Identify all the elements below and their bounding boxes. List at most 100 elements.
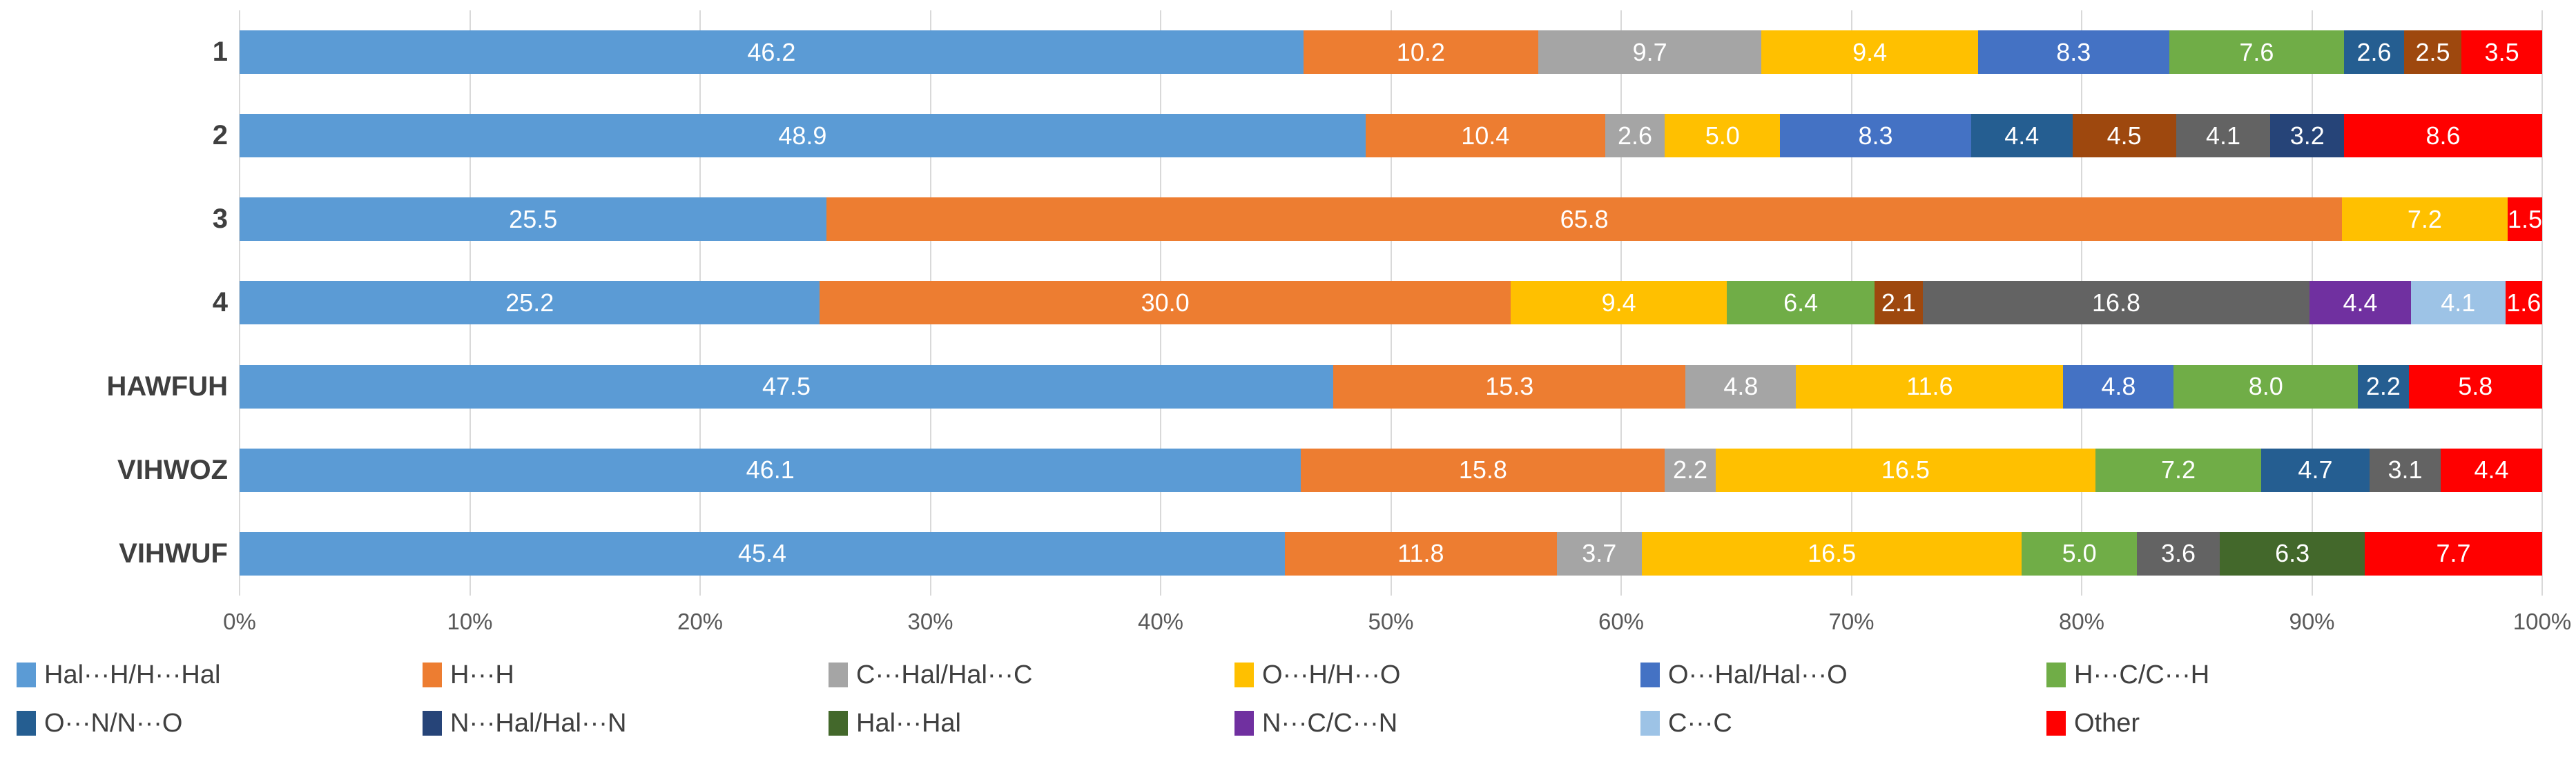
bar-segment[interactable]: 6.3	[2220, 531, 2365, 576]
bar-segment[interactable]: 6.4	[1727, 281, 1875, 325]
bar-segment[interactable]: 5.8	[2408, 364, 2542, 409]
segment-value-label: 4.8	[2101, 372, 2136, 401]
bar-segment[interactable]: 8.6	[2344, 114, 2542, 158]
bar-segment[interactable]: 2.2	[2358, 364, 2409, 409]
legend-item[interactable]: O···Hal/Hal···O	[1640, 656, 2046, 694]
bar-segment[interactable]: 15.8	[1301, 448, 1665, 492]
bar-segment[interactable]: 9.4	[1510, 281, 1727, 325]
x-axis-tick-label: 40%	[1137, 609, 1184, 634]
bar-segment[interactable]: 15.3	[1333, 364, 1686, 409]
bar-segment[interactable]: 5.0	[1665, 114, 1781, 158]
segment-value-label: 5.8	[2458, 372, 2493, 401]
segment-value-label: 11.6	[1906, 372, 1953, 401]
x-axis-tick-label: 70%	[1828, 609, 1875, 634]
bar-segment[interactable]: 10.2	[1303, 30, 1538, 75]
bar-segment[interactable]: 1.5	[2507, 197, 2542, 242]
bar-segment[interactable]: 7.6	[2169, 30, 2345, 75]
bar-segment[interactable]: 16.5	[1641, 531, 2022, 576]
legend-label: O···N/N···O	[44, 708, 183, 738]
bar-segment[interactable]: 8.3	[1977, 30, 2169, 75]
bar-segment[interactable]: 30.0	[820, 281, 1511, 325]
bar-segment[interactable]: 4.5	[2072, 114, 2176, 158]
legend-item[interactable]: N···C/C···N	[1234, 704, 1640, 743]
bar-segment[interactable]: 11.8	[1285, 531, 1557, 576]
bar-segment[interactable]: 9.4	[1761, 30, 1978, 75]
legend-item[interactable]: O···H/H···O	[1234, 656, 1640, 694]
bar-segment[interactable]: 2.1	[1874, 281, 1923, 325]
segment-value-label: 2.5	[2415, 37, 2450, 66]
segment-value-label: 3.1	[2388, 455, 2423, 484]
legend-item[interactable]: Other	[2046, 704, 2452, 743]
bar-segment[interactable]: 4.4	[1970, 114, 2073, 158]
legend-label: O···Hal/Hal···O	[1668, 660, 1848, 689]
bar-segment[interactable]: 3.7	[1556, 531, 1642, 576]
legend-item[interactable]: C···Hal/Hal···C	[829, 656, 1234, 694]
legend-item[interactable]: H···H	[423, 656, 829, 694]
category-label: 1	[212, 37, 228, 68]
bar-segment[interactable]: 45.4	[240, 531, 1286, 576]
segment-value-label: 30.0	[1141, 288, 1190, 317]
segment-value-label: 45.4	[738, 539, 787, 568]
x-axis-tick-label: 30%	[907, 609, 953, 634]
legend-item[interactable]: H···C/C···H	[2046, 656, 2452, 694]
bar-segment[interactable]: 1.6	[2505, 281, 2542, 325]
category-labels: 1 2 3 4 HAWFUH VIHWOZ VIHWUF	[0, 10, 228, 596]
legend-item[interactable]: O···N/N···O	[17, 704, 423, 743]
bar-segment[interactable]: 47.5	[240, 364, 1334, 409]
bar-segment[interactable]: 4.7	[2261, 448, 2370, 492]
legend-label: Other	[2074, 708, 2140, 738]
bar-segment[interactable]: 8.0	[2173, 364, 2359, 409]
bar-segment[interactable]: 2.5	[2403, 30, 2462, 75]
bar-segment[interactable]: 3.6	[2137, 531, 2220, 576]
segment-value-label: 3.2	[2289, 121, 2325, 150]
bar-segment[interactable]: 11.6	[1796, 364, 2064, 409]
bar-segment[interactable]: 4.1	[2410, 281, 2506, 325]
segment-value-label: 1.5	[2507, 204, 2542, 233]
x-axis-tick-label: 100%	[2512, 609, 2572, 634]
bar-segment[interactable]: 5.0	[2022, 531, 2137, 576]
legend-item[interactable]: Hal···H/H···Hal	[17, 656, 423, 694]
bar-segment[interactable]: 48.9	[240, 114, 1366, 158]
bar-segment[interactable]: 7.7	[2365, 531, 2542, 576]
bar-segment[interactable]: 4.4	[2309, 281, 2411, 325]
bar-track: 47.5 15.3 4.8 11.6 4.8 8.0 2.2 5.8	[240, 364, 2542, 409]
segment-value-label: 25.2	[505, 288, 554, 317]
bar-segment[interactable]: 4.8	[2063, 364, 2174, 409]
bar-segment[interactable]: 4.1	[2176, 114, 2271, 158]
bar-segment[interactable]: 65.8	[826, 197, 2342, 242]
category-label: VIHWUF	[119, 538, 228, 569]
bar-segment[interactable]: 4.4	[2441, 448, 2542, 492]
bar-segment[interactable]: 2.2	[1665, 448, 1716, 492]
legend-label: N···C/C···N	[1262, 708, 1398, 738]
bar-segment[interactable]: 7.2	[2095, 448, 2262, 492]
bar-segment[interactable]: 46.1	[240, 448, 1301, 492]
legend-swatch	[1640, 711, 1660, 736]
bar-row: 46.1 15.8 2.2 16.5 7.2 4.7 3.1 4.4	[240, 429, 2542, 512]
bar-segment[interactable]: 4.8	[1685, 364, 1797, 409]
bar-segment[interactable]: 10.4	[1365, 114, 1605, 158]
bar-segment[interactable]: 25.5	[240, 197, 827, 242]
bar-segment[interactable]: 46.2	[240, 30, 1304, 75]
bar-segment[interactable]: 3.1	[2369, 448, 2441, 492]
bar-segment[interactable]: 3.2	[2270, 114, 2345, 158]
bar-track: 45.4 11.8 3.7 16.5 5.0 3.6 6.3 7.7	[240, 531, 2542, 576]
bar-segment[interactable]: 3.5	[2461, 30, 2542, 75]
legend-label: O···H/H···O	[1262, 660, 1401, 689]
legend-item[interactable]: C···C	[1640, 704, 2046, 743]
bar-segment[interactable]: 8.3	[1780, 114, 1971, 158]
legend-item[interactable]: N···Hal/Hal···N	[423, 704, 829, 743]
bar-segment[interactable]: 2.6	[2344, 30, 2404, 75]
bar-segment[interactable]: 2.6	[1605, 114, 1665, 158]
segment-value-label: 4.4	[2474, 455, 2509, 484]
segment-value-label: 4.1	[2206, 121, 2241, 150]
legend-item[interactable]: Hal···Hal	[829, 704, 1234, 743]
segment-value-label: 3.5	[2484, 37, 2519, 66]
bar-segment[interactable]: 25.2	[240, 281, 820, 325]
segment-value-label: 46.1	[746, 455, 795, 484]
bar-segment[interactable]: 9.7	[1538, 30, 1762, 75]
bar-segment[interactable]: 7.2	[2341, 197, 2508, 242]
bar-track: 25.5 65.8 7.2 1.5	[240, 197, 2542, 242]
bar-segment[interactable]: 16.5	[1715, 448, 2095, 492]
bar-segment[interactable]: 16.8	[1922, 281, 2310, 325]
